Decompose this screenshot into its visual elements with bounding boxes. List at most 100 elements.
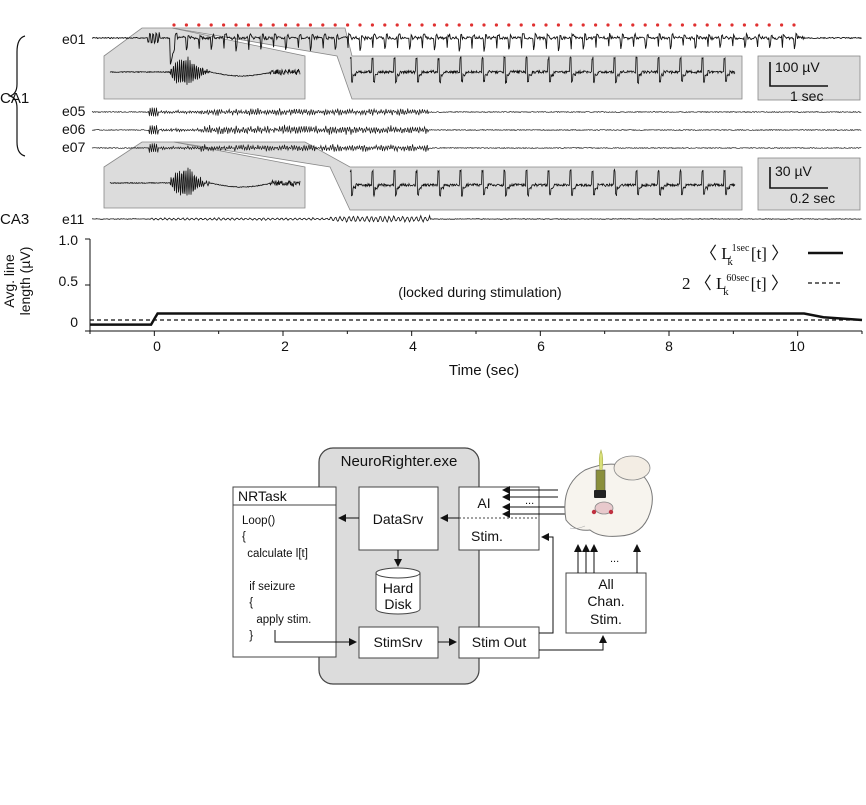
stim-marker	[643, 23, 647, 27]
nrtask-code: Loop() { calculate l[t] if seizure { app…	[0, 0, 334, 642]
annotation-locked: (locked during stimulation)	[398, 284, 561, 300]
nrtask-code-line: }	[246, 630, 253, 642]
stim-marker	[581, 23, 585, 27]
ai-input-dots: ...	[525, 495, 534, 507]
allchan-to-rat-arrows	[574, 544, 641, 573]
stim-marker	[569, 23, 573, 27]
x-tick-label-0: 0	[153, 338, 161, 354]
y-axis-label-line1: Avg. line	[1, 254, 17, 308]
region-label-ca1: CA1	[0, 90, 29, 107]
allchan-label-line3: Stim.	[590, 611, 622, 627]
stim-marker	[333, 23, 337, 27]
nrtask-box	[232, 486, 337, 658]
stim-marker	[494, 23, 498, 27]
stimout-label: Stim Out	[472, 634, 527, 650]
stim-marker	[767, 23, 771, 27]
legend-entry-60sec: 2 〈 L60sec k [t] 〉	[682, 273, 788, 298]
hard-disk-label-line2: Disk	[384, 596, 412, 612]
stim-marker	[308, 23, 312, 27]
inset-trace-top-left	[109, 56, 301, 85]
x-axis-label: Time (sec)	[449, 362, 519, 379]
electrode-label-e07: e07	[62, 139, 86, 155]
stim-marker	[618, 23, 623, 27]
trace-e07	[91, 143, 862, 153]
stim-marker	[507, 23, 511, 27]
nrtask-code-line: if seizure	[246, 581, 295, 593]
ai-label: AI	[477, 495, 490, 511]
stim-marker	[631, 23, 635, 27]
allchan-stim-box	[565, 572, 647, 634]
nrtask-code-line: calculate l[t]	[244, 548, 308, 560]
electrode-label-e11: e11	[62, 211, 85, 227]
stim-marker	[222, 23, 226, 27]
stim-marker	[408, 23, 412, 27]
stim-marker	[296, 23, 300, 27]
stim-marker	[532, 23, 536, 27]
x-tick-label-6: 6	[537, 338, 545, 354]
stim-marker	[184, 23, 188, 27]
stim-marker	[693, 23, 697, 27]
electrode-label-e06: e06	[62, 121, 86, 137]
stim-marker	[755, 23, 759, 27]
scalebar-top-time: 1 sec	[790, 88, 823, 104]
stim-marker	[718, 23, 722, 27]
arrow-stimout-to-stim	[539, 533, 554, 634]
stim-marker	[730, 23, 734, 27]
series-line-1sec	[90, 312, 863, 326]
inset-trace-bottom-right	[349, 168, 736, 198]
region-label-ca3: CA3	[0, 211, 29, 228]
ca1-brace	[7, 35, 26, 157]
trace-e01	[91, 31, 862, 65]
scalebar-top-bars	[769, 62, 828, 87]
hard-disk-icon	[375, 567, 421, 615]
stim-marker	[470, 23, 474, 27]
allchan-output-dots: ...	[610, 553, 619, 565]
stim-marker	[197, 23, 201, 27]
line-length-chart: Avg. line length (µV) 1.0 0.5 0 0 2 4 6 …	[1, 232, 863, 379]
trace-e05	[91, 107, 862, 117]
stimsrv-box	[358, 626, 439, 659]
zoom-connector-top-right	[171, 27, 743, 100]
stim-marker	[271, 23, 275, 27]
stimulation-markers	[172, 23, 796, 27]
stim-marker	[544, 23, 548, 27]
datasrv-box	[358, 486, 439, 551]
system-diagram: NeuroRighter.exe NRTask Loop() { calcula…	[0, 0, 653, 685]
stimout-box	[458, 626, 540, 659]
stim-marker	[358, 23, 362, 27]
scalebar-bottom-time: 0.2 sec	[790, 190, 835, 206]
arrow-nrtask-to-stimsrv	[274, 630, 357, 646]
stim-marker	[482, 23, 486, 27]
x-tick-label-8: 8	[665, 338, 673, 354]
rat-to-ai-arrows	[502, 486, 572, 518]
stim-marker	[284, 23, 288, 27]
inset-trace-top-right	[349, 55, 736, 85]
y-tick-label-0: 0	[70, 314, 78, 330]
nrtask-code-line: Loop()	[242, 515, 275, 527]
x-tick-label-2: 2	[281, 338, 289, 354]
nrtask-code-line: {	[246, 597, 253, 609]
trace-e11	[91, 214, 862, 224]
stim-marker	[370, 23, 374, 27]
stim-marker	[742, 23, 747, 27]
allchan-label-line2: Chan.	[587, 593, 624, 609]
stim-marker	[556, 23, 561, 27]
stim-marker	[259, 23, 263, 27]
scalebar-bottom-bars	[769, 167, 828, 189]
stim-marker	[680, 23, 685, 27]
traces-panel: CA1 CA3 e01 e05 e06 e07 e11 100 µV 1 sec…	[0, 23, 862, 228]
stim-marker	[656, 23, 660, 27]
stim-marker	[457, 23, 461, 27]
x-ticks	[85, 238, 863, 336]
stim-marker	[519, 23, 523, 27]
arrow-stimout-to-allchan	[539, 635, 607, 651]
series-layer	[90, 312, 863, 326]
y-tick-label-05: 0.5	[59, 273, 79, 289]
nrtask-code-line: apply stim.	[250, 614, 311, 626]
rat-illustration	[564, 449, 653, 537]
nrtask-code-line: {	[242, 531, 246, 543]
stim-marker	[445, 23, 449, 27]
x-tick-label-10: 10	[789, 338, 805, 354]
stim-marker	[246, 23, 250, 27]
